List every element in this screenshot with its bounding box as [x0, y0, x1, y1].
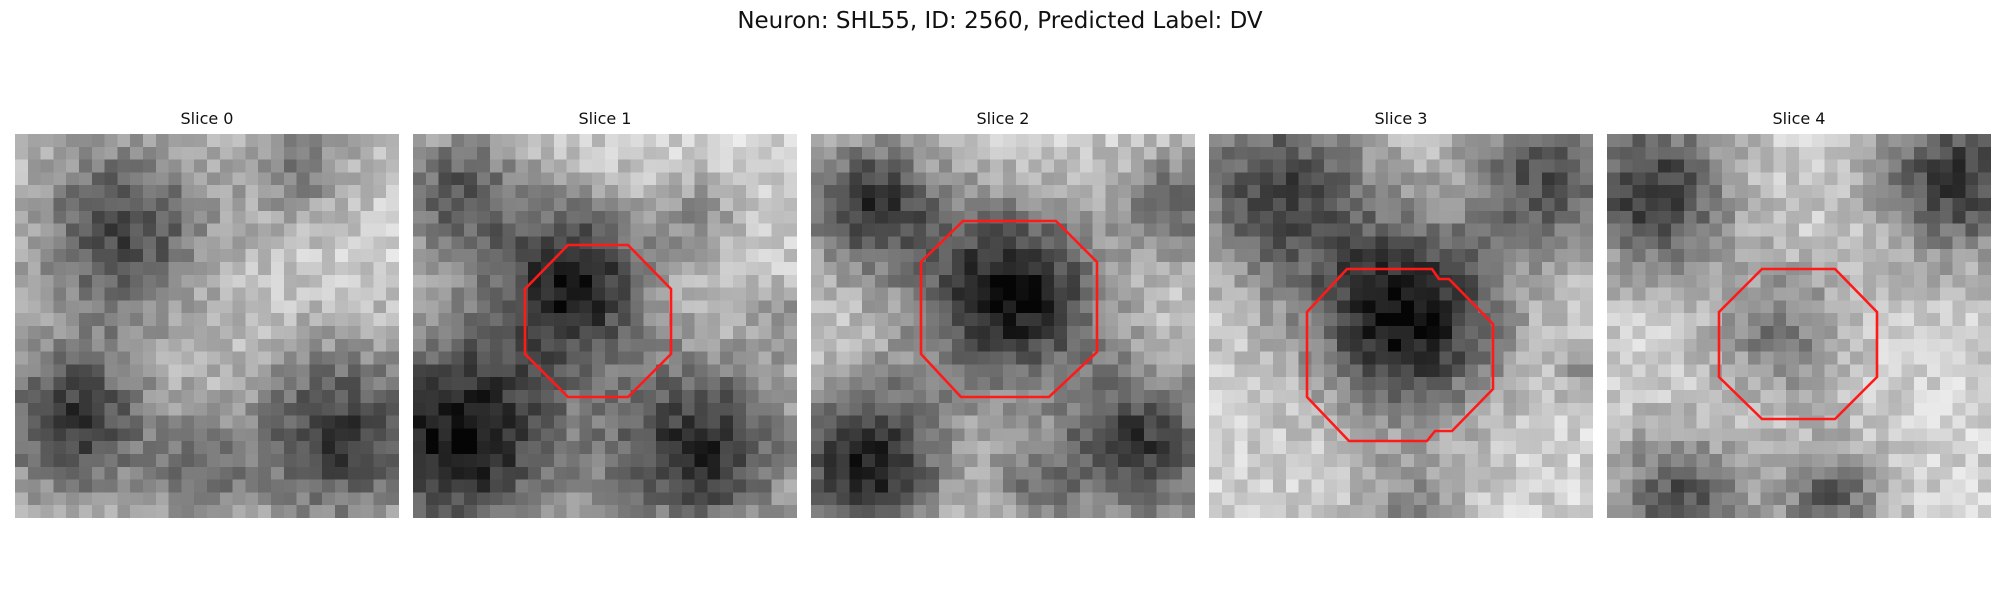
figure-title: Neuron: SHL55, ID: 2560, Predicted Label…	[737, 8, 1263, 34]
slice-image	[413, 134, 797, 518]
slice-title: Slice 2	[976, 109, 1030, 128]
roi-outline	[919, 219, 1099, 399]
slice-panel-0: Slice 0	[15, 108, 399, 518]
roi-outline	[523, 243, 673, 399]
roi-outline	[1717, 267, 1879, 421]
slice-panel-2: Slice 2	[811, 108, 1195, 518]
slice-panel-1: Slice 1	[413, 108, 797, 518]
slice-panel-3: Slice 3	[1209, 108, 1593, 518]
slice-image	[15, 134, 399, 518]
slice-image	[1607, 134, 1991, 518]
roi-octagon	[919, 219, 1099, 399]
slice-title: Slice 1	[578, 109, 632, 128]
slice-image	[811, 134, 1195, 518]
roi-octagon	[1305, 267, 1495, 443]
slice-image	[1209, 134, 1593, 518]
slice-title: Slice 0	[180, 109, 234, 128]
roi-outline	[1305, 267, 1495, 443]
roi-octagon	[1717, 267, 1879, 421]
slice-panel-4: Slice 4	[1607, 108, 1991, 518]
roi-octagon	[523, 243, 673, 399]
slice-title: Slice 3	[1374, 109, 1428, 128]
slice-title: Slice 4	[1772, 109, 1826, 128]
